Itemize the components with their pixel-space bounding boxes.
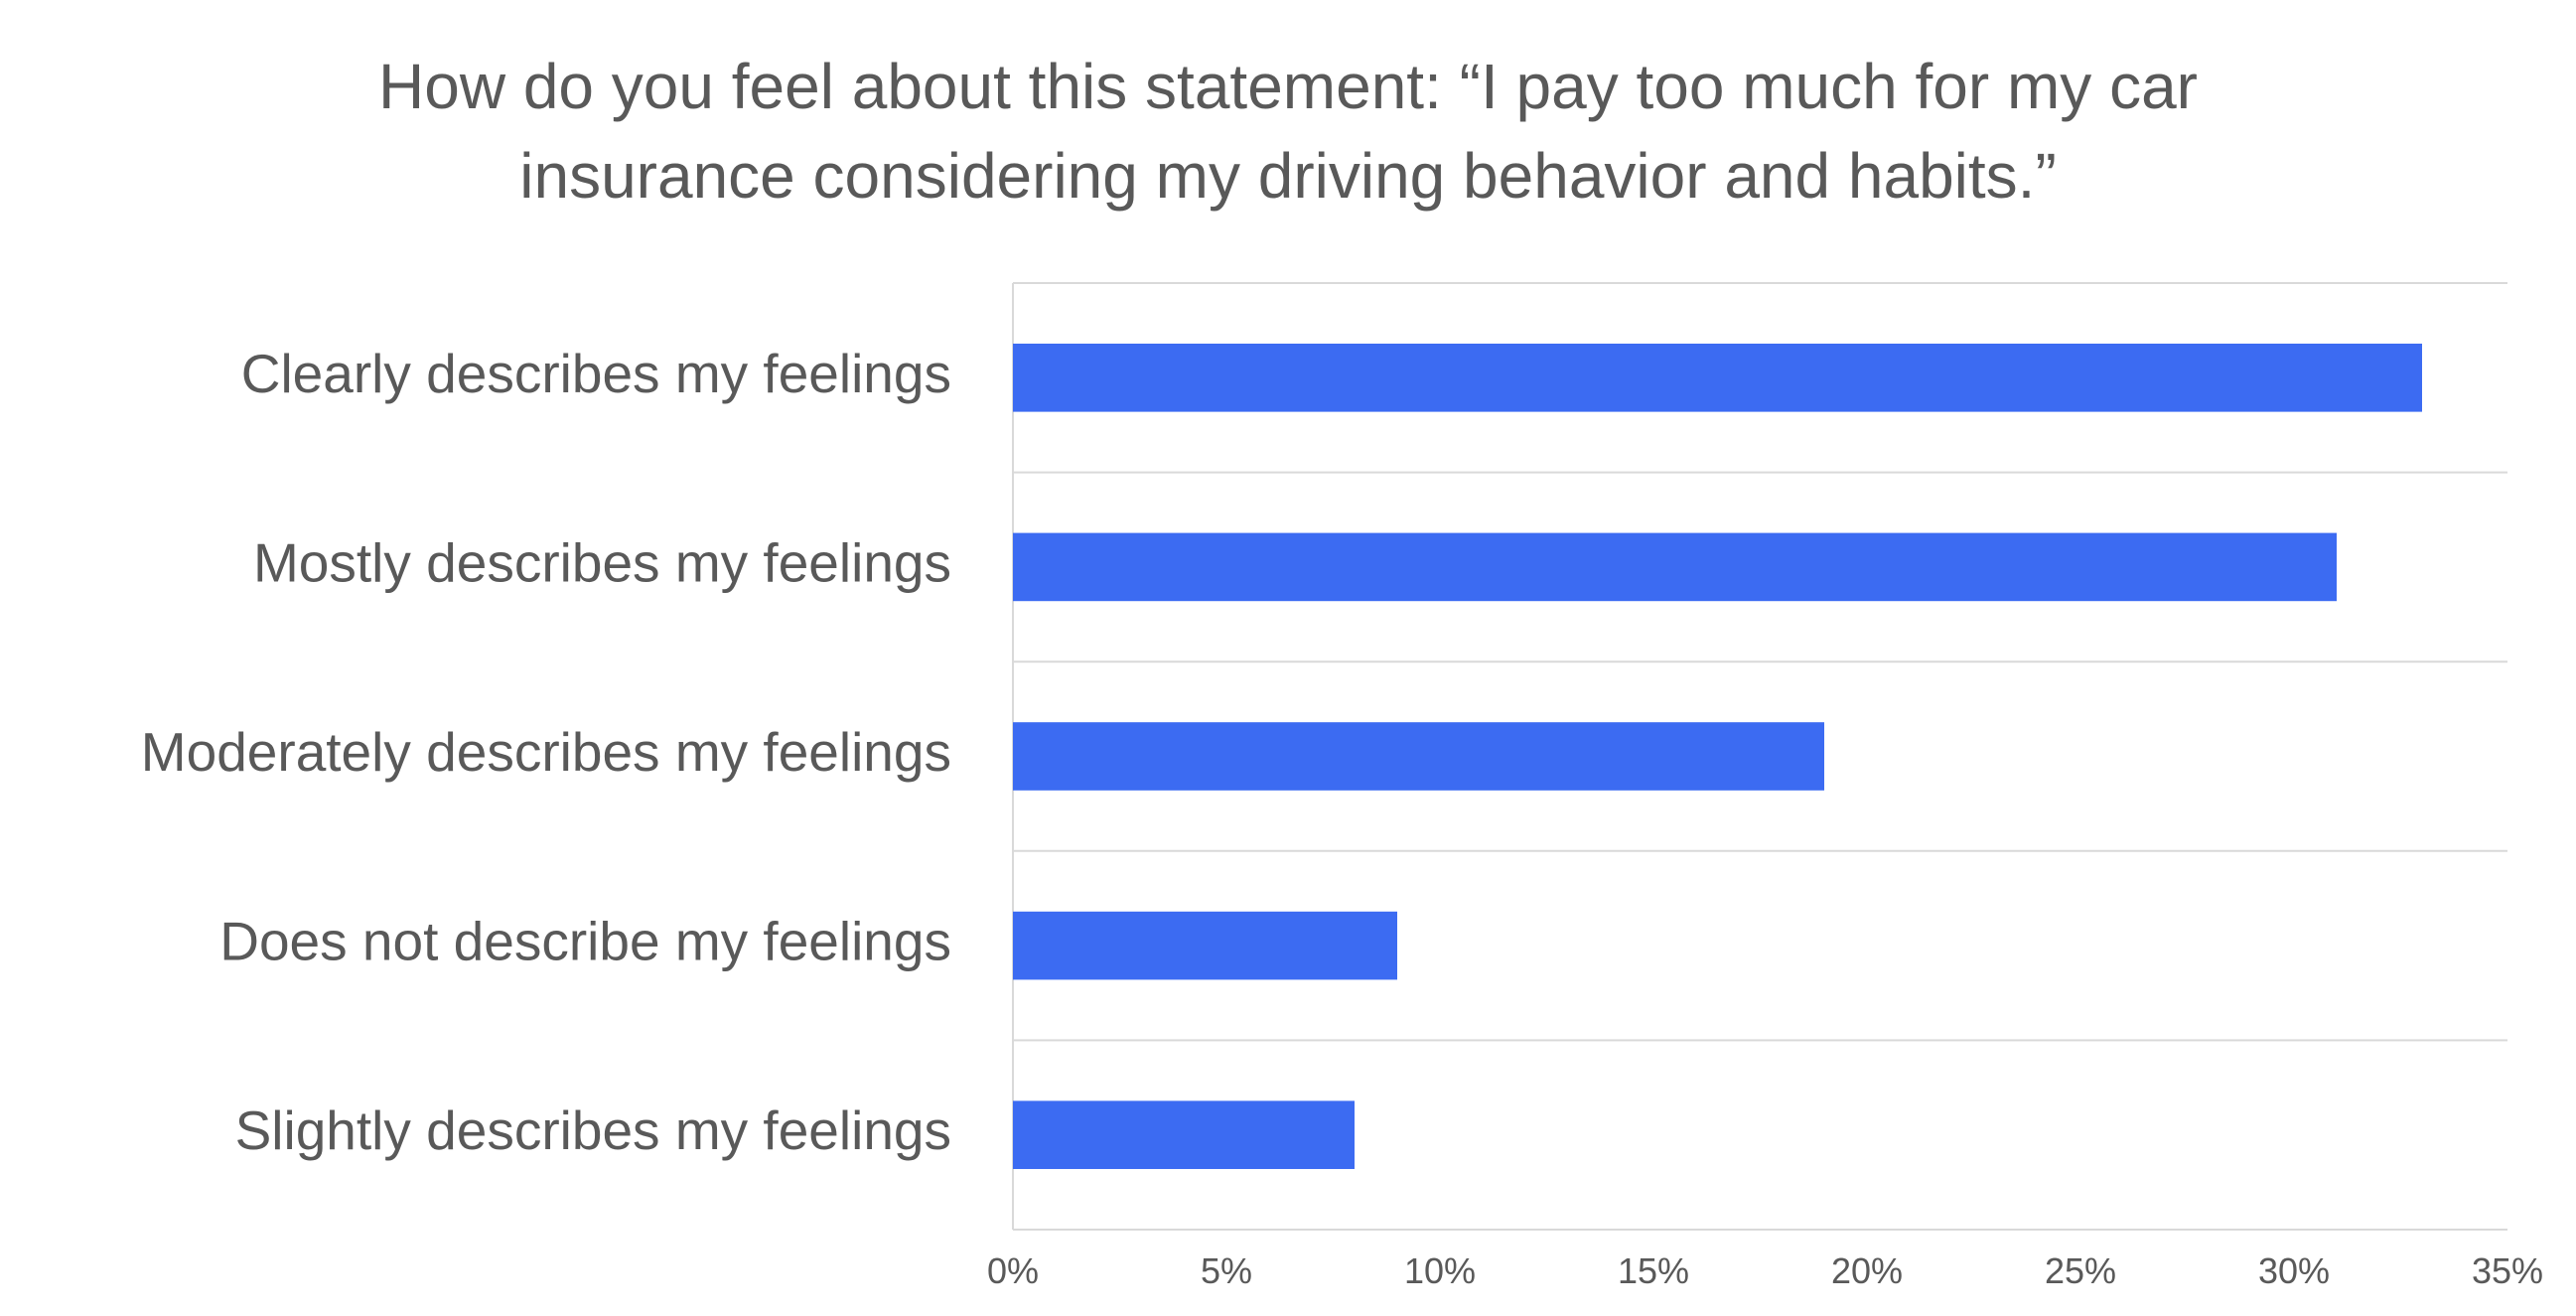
category-label: Does not describe my feelings [219,911,951,972]
x-tick-label: 35% [2472,1250,2543,1291]
x-tick-label: 10% [1404,1250,1476,1291]
x-tick-label: 20% [1831,1250,1903,1291]
x-tick-labels: 0% 5% 10% 15% 20% 25% 30% 35% [987,1250,2543,1291]
category-label: Slightly describes my feelings [235,1099,951,1161]
category-labels: Clearly describes my feelings Mostly desc… [141,343,951,1161]
bars [1013,343,2422,1170]
x-tick-label: 0% [987,1250,1039,1291]
bar [1013,343,2422,412]
x-tick-label: 25% [2045,1250,2116,1291]
x-tick-label: 30% [2258,1250,2330,1291]
x-tick-label: 15% [1618,1250,1689,1291]
x-tick-label: 5% [1201,1250,1252,1291]
category-label: Mostly describes my feelings [253,531,951,593]
category-label: Moderately describes my feelings [141,721,951,783]
bar [1013,532,2337,602]
chart-title-line-2: insurance considering my driving behavio… [519,140,2057,212]
bar [1013,1100,1355,1170]
chart-title-line-1: How do you feel about this statement: “I… [378,51,2198,122]
bar [1013,722,1824,791]
category-label: Clearly describes my feelings [241,343,951,404]
chart-title: How do you feel about this statement: “I… [0,42,2576,220]
bar [1013,911,1397,980]
